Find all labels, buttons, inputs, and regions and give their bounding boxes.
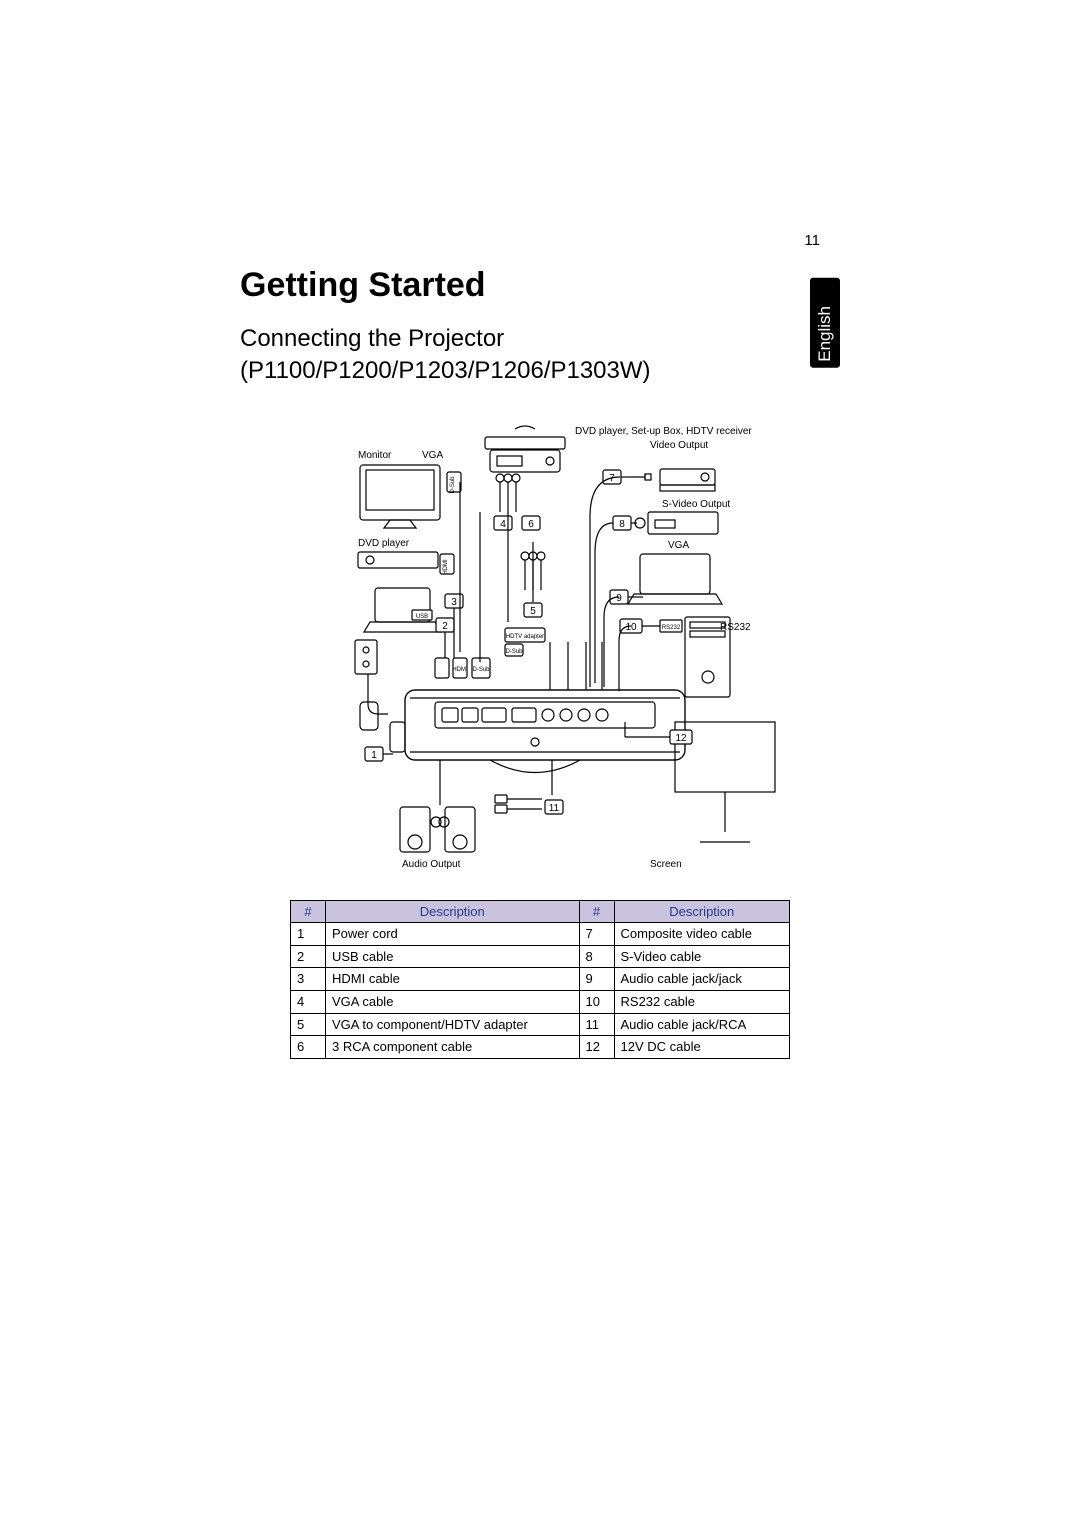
col-num-2: #	[579, 900, 614, 923]
cell-n: 8	[579, 945, 614, 968]
col-desc-2: Description	[614, 900, 789, 923]
micro-hdmi-1: HDMI	[443, 559, 449, 575]
cell-d: RS232 cable	[614, 990, 789, 1013]
cell-d: 12V DC cable	[614, 1036, 789, 1059]
cell-n: 10	[579, 990, 614, 1013]
cell-d: HDMI cable	[326, 968, 580, 991]
cell-d: S-Video cable	[614, 945, 789, 968]
micro-hdmi-2: HDMI	[452, 667, 468, 673]
cell-n: 6	[291, 1036, 326, 1059]
micro-usb: USB	[416, 614, 428, 620]
section-subtitle: Connecting the Projector (P1100/P1200/P1…	[240, 323, 840, 388]
callout-4: 4	[500, 519, 506, 530]
col-desc-1: Description	[326, 900, 580, 923]
manual-page: 11 English Getting Started Connecting th…	[0, 0, 1080, 1528]
label-screen: Screen	[650, 859, 682, 870]
cell-d: Power cord	[326, 923, 580, 946]
callout-9: 9	[616, 593, 622, 604]
cell-n: 12	[579, 1036, 614, 1059]
language-tab: English	[810, 278, 840, 368]
cell-d: 3 RCA component cable	[326, 1036, 580, 1059]
table-row: 2 USB cable 8 S-Video cable	[291, 945, 790, 968]
label-monitor: Monitor	[358, 450, 392, 461]
cell-d: Audio cable jack/jack	[614, 968, 789, 991]
cell-n: 11	[579, 1013, 614, 1036]
micro-dsub-3: D-Sub	[505, 649, 523, 655]
micro-hdtv-adapter: HDTV adapter	[506, 634, 544, 640]
cell-d: VGA to component/HDTV adapter	[326, 1013, 580, 1036]
table-row: 1 Power cord 7 Composite video cable	[291, 923, 790, 946]
table-row: 5 VGA to component/HDTV adapter 11 Audio…	[291, 1013, 790, 1036]
diagram-svg: DVD player, Set-up Box, HDTV receiver Vi…	[290, 412, 790, 882]
label-audio-out: Audio Output	[402, 859, 461, 870]
callout-6: 6	[528, 519, 534, 530]
col-num-1: #	[291, 900, 326, 923]
label-vga: VGA	[422, 450, 443, 461]
cell-n: 4	[291, 990, 326, 1013]
label-dvd-etc: DVD player, Set-up Box, HDTV receiver	[575, 426, 752, 437]
callout-10: 10	[625, 622, 637, 633]
table-row: 3 HDMI cable 9 Audio cable jack/jack	[291, 968, 790, 991]
label-video-out: Video Output	[650, 440, 708, 451]
callout-5: 5	[530, 606, 536, 617]
cell-n: 1	[291, 923, 326, 946]
callout-8: 8	[619, 519, 625, 530]
page-number: 11	[804, 232, 820, 249]
cell-n: 5	[291, 1013, 326, 1036]
label-rs232: RS232	[720, 622, 751, 633]
cell-n: 3	[291, 968, 326, 991]
label-vga-laptop: VGA	[668, 540, 689, 551]
callout-3: 3	[451, 597, 457, 608]
label-dvd-player: DVD player	[358, 538, 410, 549]
label-svideo-out: S-Video Output	[662, 499, 730, 510]
cell-n: 7	[579, 923, 614, 946]
connection-diagram: DVD player, Set-up Box, HDTV receiver Vi…	[290, 412, 790, 882]
callout-11: 11	[549, 803, 560, 814]
table-row: 4 VGA cable 10 RS232 cable	[291, 990, 790, 1013]
micro-dsub-2: D-Sub	[472, 667, 490, 673]
cell-d: VGA cable	[326, 990, 580, 1013]
callout-1: 1	[371, 750, 377, 761]
callout-2: 2	[442, 621, 448, 632]
cell-d: USB cable	[326, 945, 580, 968]
micro-rs232: RS232	[662, 625, 681, 631]
cell-d: Audio cable jack/RCA	[614, 1013, 789, 1036]
cell-d: Composite video cable	[614, 923, 789, 946]
cell-n: 2	[291, 945, 326, 968]
callout-12: 12	[675, 733, 687, 744]
cell-n: 9	[579, 968, 614, 991]
page-title: Getting Started	[240, 266, 840, 305]
micro-dsub-1: D-Sub	[450, 476, 456, 494]
table-row: 6 3 RCA component cable 12 12V DC cable	[291, 1036, 790, 1059]
connections-table: # Description # Description 1 Power cord…	[290, 900, 790, 1059]
table-header-row: # Description # Description	[291, 900, 790, 923]
